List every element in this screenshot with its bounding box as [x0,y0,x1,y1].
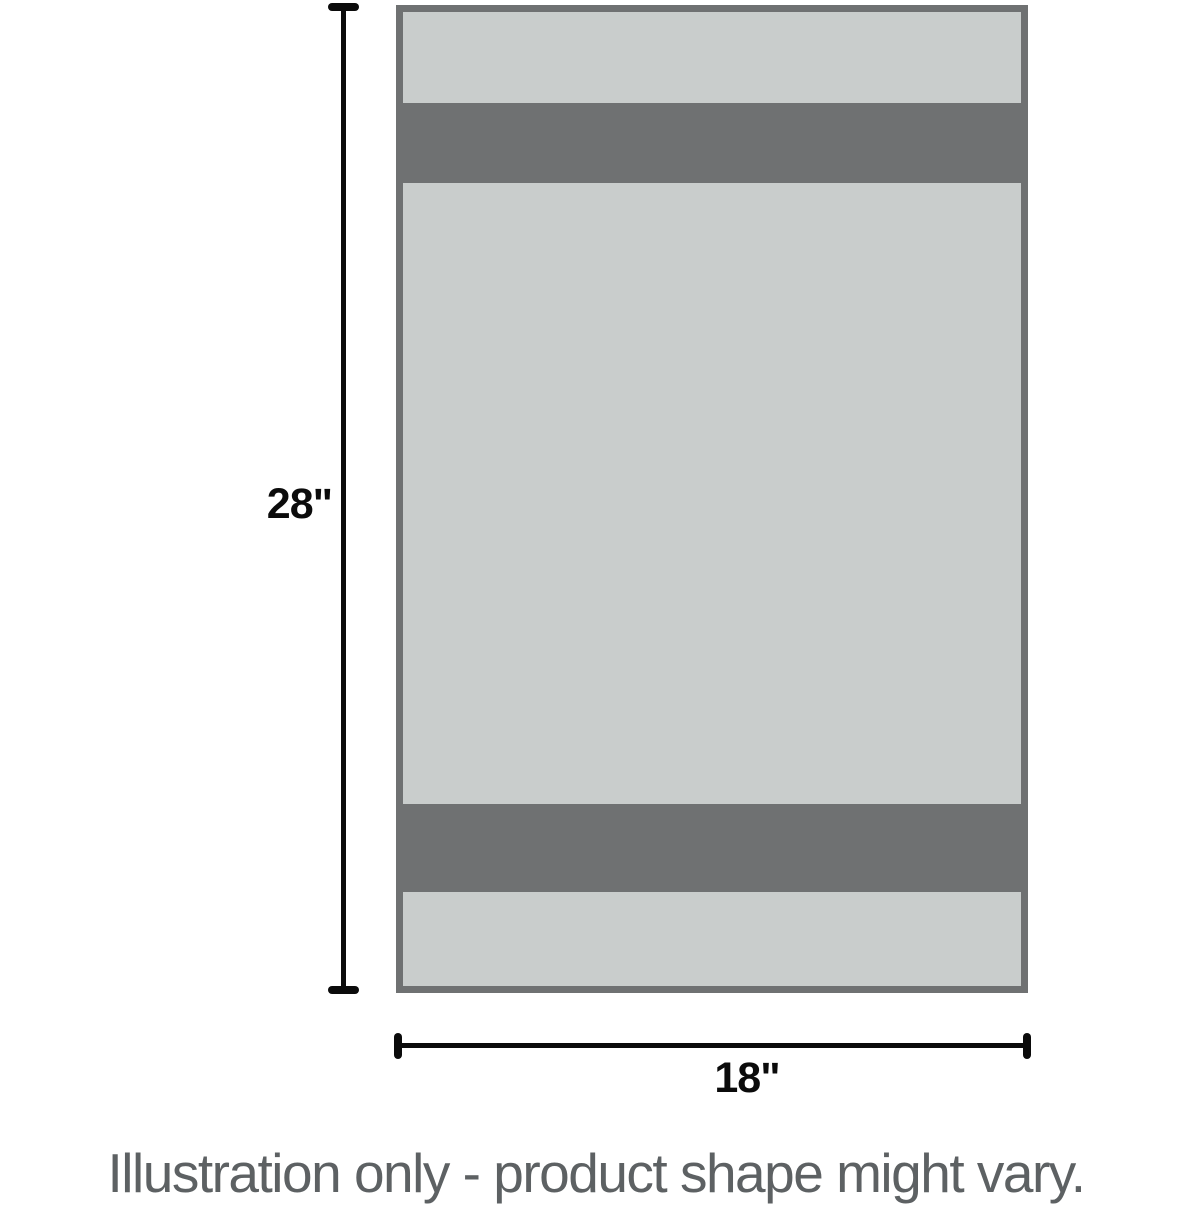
height-dimension-line [328,3,359,994]
width-dimension-shaft [396,1043,1029,1048]
height-dimension-label: 28" [266,480,333,528]
disclaimer-text: Illustration only - product shape might … [107,1142,1086,1204]
height-dimension-shaft [341,5,346,992]
width-dimension-line [394,1033,1031,1059]
product-stripe-top [396,103,1028,183]
product-stripe-bottom [396,804,1028,892]
width-dimension-right-cap [1023,1033,1031,1059]
height-dimension-bottom-cap [328,986,359,994]
width-dimension-label: 18" [714,1054,780,1102]
product-rectangle [396,5,1028,993]
